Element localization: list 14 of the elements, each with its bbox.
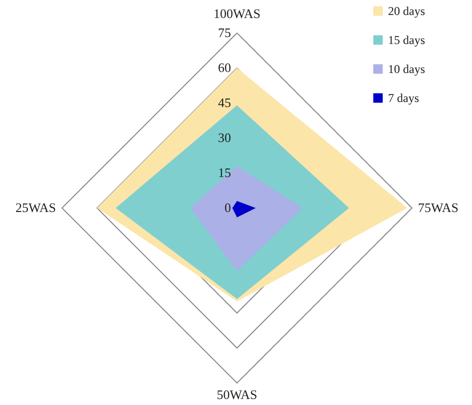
y-tick-label: 60 <box>218 60 231 75</box>
spoke-label: 75WAS <box>418 200 458 215</box>
legend-label: 15 days <box>388 33 426 47</box>
legend-label: 10 days <box>388 62 426 76</box>
y-tick-label: 0 <box>224 200 231 215</box>
legend-label: 7 days <box>388 91 420 105</box>
y-tick-label: 45 <box>218 95 231 110</box>
y-tick-label: 30 <box>218 130 231 145</box>
spoke-label: 25WAS <box>16 200 56 215</box>
legend-label: 20 days <box>388 4 426 18</box>
y-tick-label: 15 <box>218 165 231 180</box>
y-tick-label: 75 <box>218 25 231 40</box>
spoke-label: 100WAS <box>214 6 260 21</box>
spoke-label: 50WAS <box>216 387 258 402</box>
